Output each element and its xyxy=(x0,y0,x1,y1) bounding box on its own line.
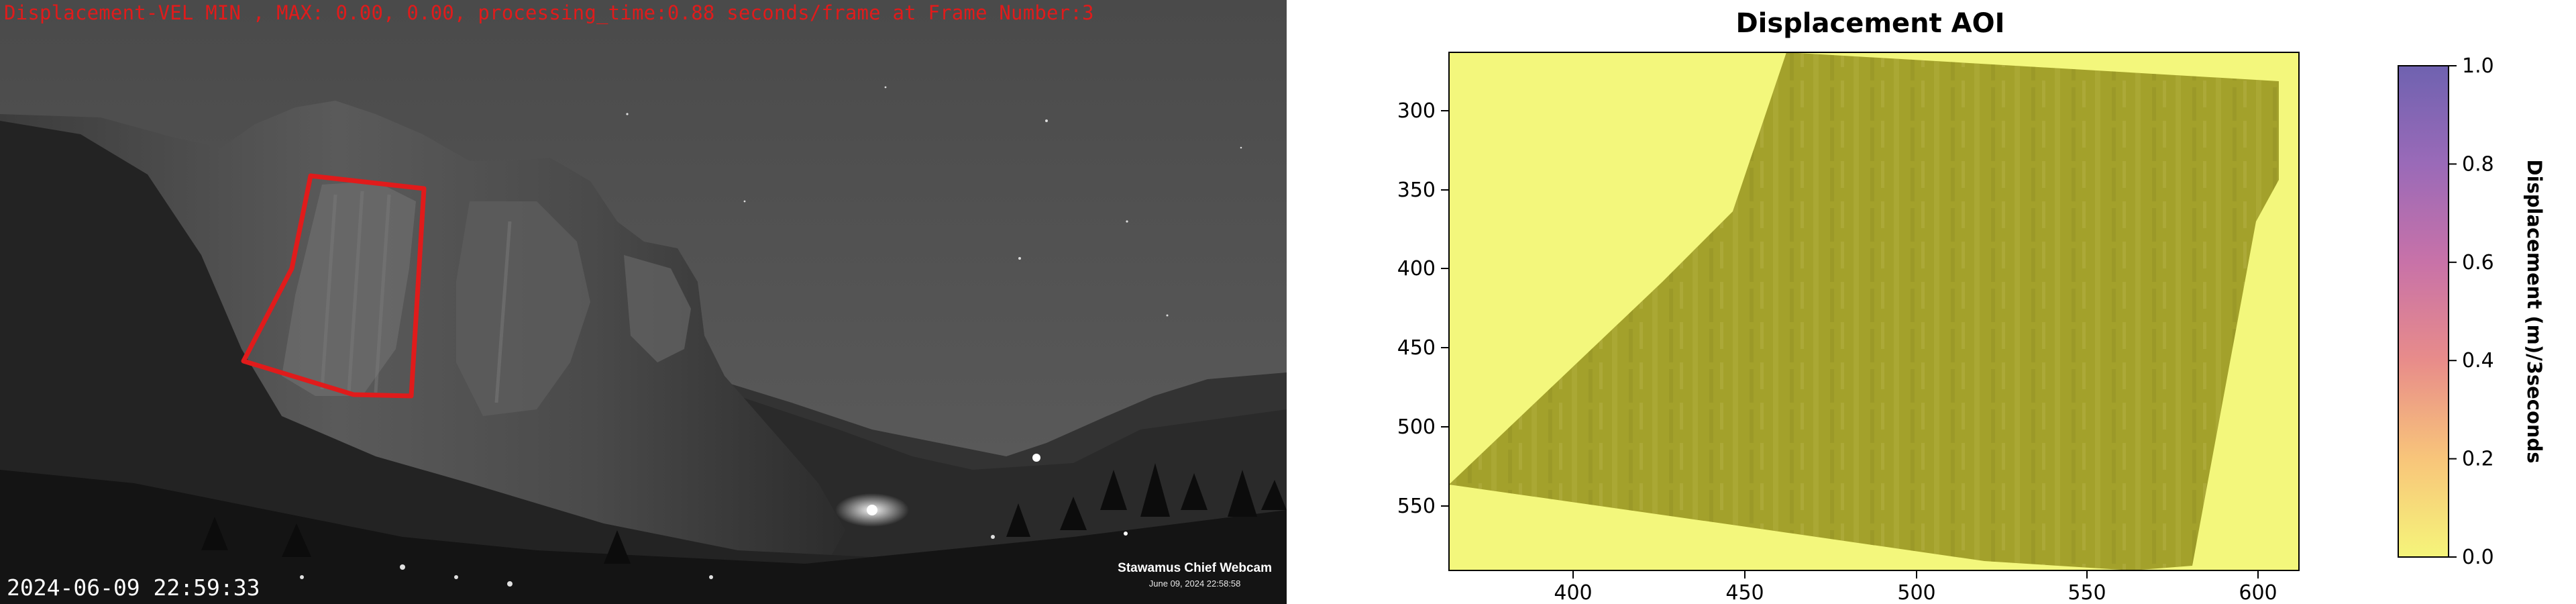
x-tick-label: 600 xyxy=(2239,581,2277,604)
y-tick-label: 450 xyxy=(1397,336,1436,360)
displacement-plot-panel: Displacement AOI 300 350 400 450 500 550 400 4… xyxy=(1287,0,2576,604)
colorbar-tick-label: 0.8 xyxy=(2462,152,2494,176)
colorbar-tick-label: 0.2 xyxy=(2462,448,2494,471)
webcam-brand-name: Stawamus Chief Webcam xyxy=(1118,561,1272,576)
x-tick-label: 450 xyxy=(1725,581,1764,604)
y-tick-label: 300 xyxy=(1397,99,1436,123)
webcam-timestamp: 2024-06-09 22:59:33 xyxy=(7,574,260,601)
colorbar-ticks: 0.0 0.2 0.4 0.6 0.8 1.0 xyxy=(2449,54,2494,569)
colorbar-tick-label: 0.0 xyxy=(2462,546,2494,569)
colorbar-label: Displacement (m)/3seconds xyxy=(2523,159,2546,463)
colorbar-tick-label: 0.6 xyxy=(2462,251,2494,274)
webcam-brand-date: June 09, 2024 22:58:58 xyxy=(1118,578,1272,589)
displacement-overlay-text: Displacement-VEL MIN , MAX: 0.00, 0.00, … xyxy=(4,1,1094,24)
plot-axes xyxy=(1449,52,2299,570)
x-tick-label: 400 xyxy=(1554,581,1592,604)
x-tick-label: 500 xyxy=(1897,581,1935,604)
y-tick-label: 550 xyxy=(1397,495,1436,518)
colorbar-tick-label: 1.0 xyxy=(2462,54,2494,78)
y-tick-label: 350 xyxy=(1397,179,1436,202)
colorbar: 0.0 0.2 0.4 0.6 0.8 1.0 Displacement (m)/3sec… xyxy=(2398,54,2546,569)
webcam-image: Displacement-VEL MIN , MAX: 0.00, 0.00, … xyxy=(0,0,1287,604)
valley-light-2 xyxy=(1124,532,1128,536)
webcam-branding: Stawamus Chief Webcam June 09, 2024 22:5… xyxy=(1118,561,1272,589)
valley-light xyxy=(1032,454,1040,462)
x-axis-ticks: 400 450 500 550 600 xyxy=(1554,570,2277,604)
plot-title: Displacement AOI xyxy=(1735,8,2004,39)
y-axis-ticks: 300 350 400 450 500 550 xyxy=(1397,99,1449,518)
y-tick-label: 500 xyxy=(1397,415,1436,439)
town-light xyxy=(867,505,877,515)
colorbar-bar xyxy=(2398,66,2449,557)
webcam-scene xyxy=(0,0,1287,604)
colorbar-tick-label: 0.4 xyxy=(2462,349,2494,372)
x-tick-label: 550 xyxy=(2068,581,2106,604)
y-tick-label: 400 xyxy=(1397,257,1436,281)
